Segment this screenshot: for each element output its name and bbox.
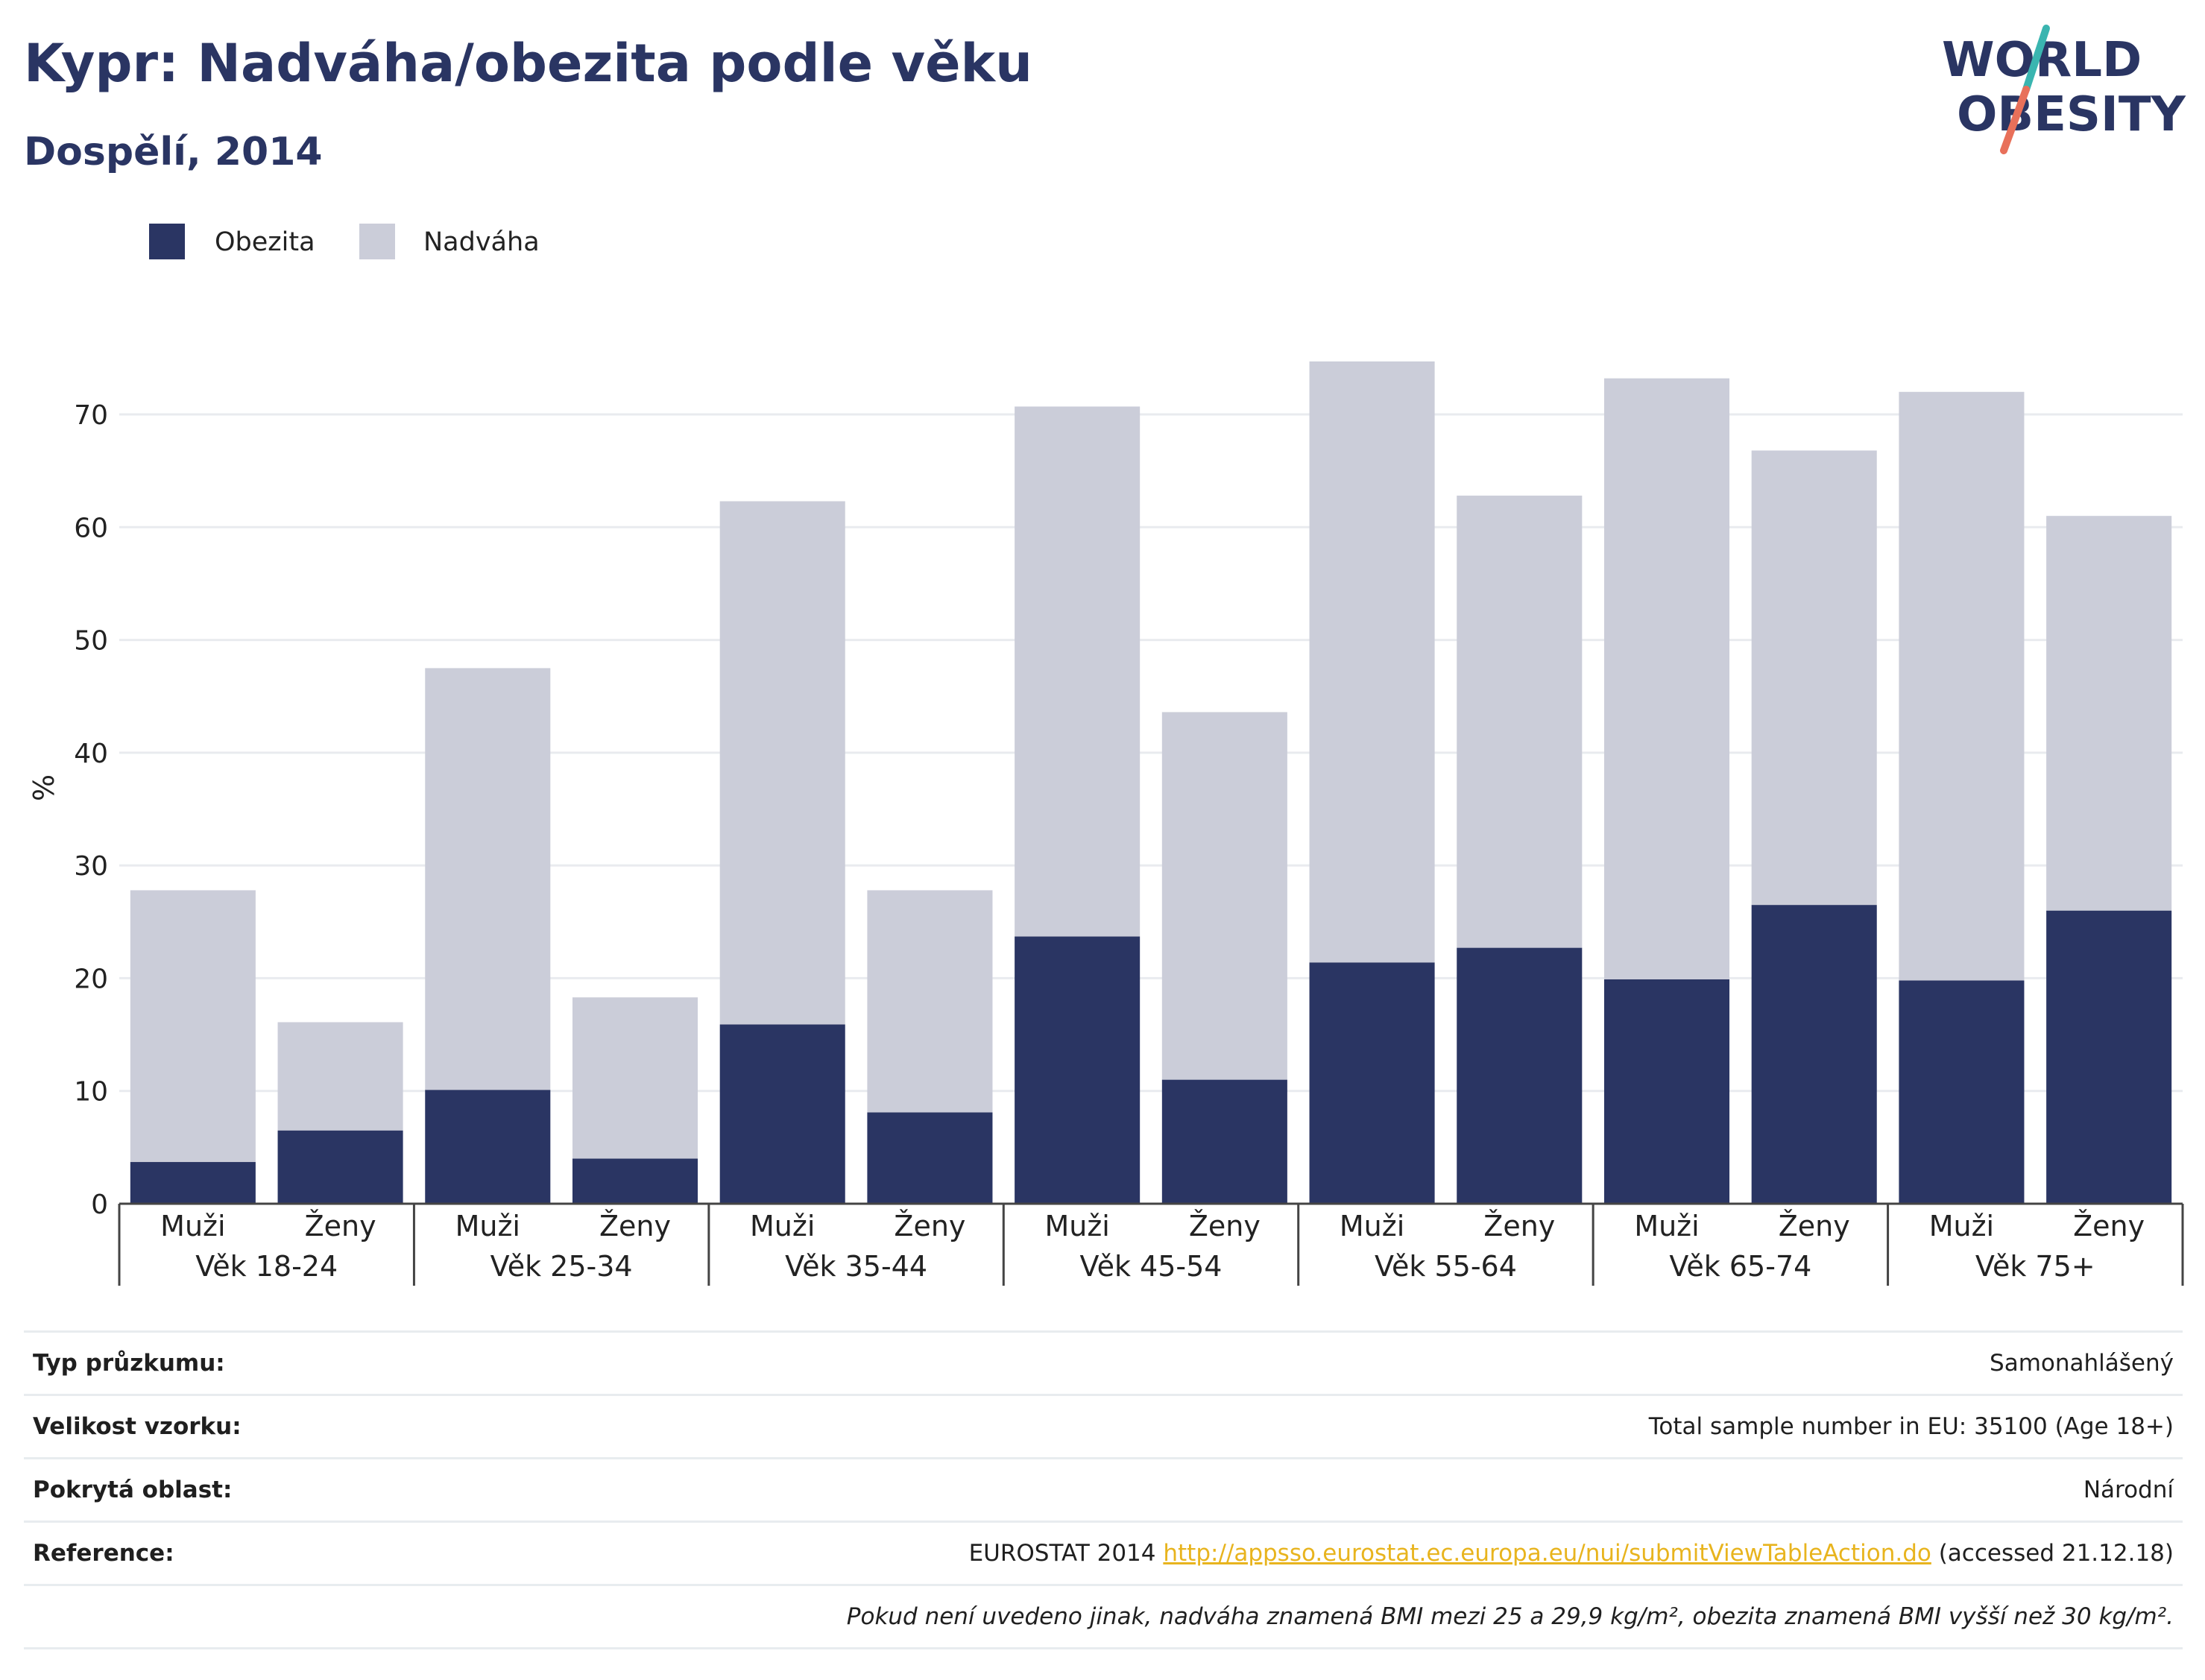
x-group-label: Věk 55-64 [1375,1250,1517,1283]
y-tick-label: 10 [74,1077,108,1108]
chart-title: Kypr: Nadváha/obezita podle věku [24,33,1032,94]
x-group-label: Věk 75+ [1975,1250,2095,1283]
bar-nadvaha [1751,450,1877,906]
x-tick-label: Ženy [599,1210,671,1242]
bar-obezita [2046,910,2172,1204]
bar-chart: Obezita Nadváha 0 10 20 30 40 50 60 70 % Muži Že… [28,224,2184,1286]
bar-obezita [1457,947,1583,1204]
x-tick-label: Muži [750,1210,815,1242]
y-tick-label: 0 [91,1190,108,1220]
info-value: Národní [361,1457,2183,1522]
bar-nadvaha [1015,406,1141,937]
x-group-label: Věk 65-74 [1669,1250,1811,1283]
y-tick-label: 40 [74,739,108,769]
x-tick-label: Ženy [1189,1210,1261,1242]
bar-obezita [1309,962,1435,1204]
info-label: Typ průzkumu: [24,1330,362,1395]
legend-swatch-obezita [149,224,185,259]
x-tick-label: Muži [455,1210,520,1242]
x-tick-label: Muži [1044,1210,1109,1242]
bar-nadvaha [425,668,551,1090]
bars [130,361,2172,1204]
bar-nadvaha [130,890,256,1163]
x-axis: Muži Ženy Muži Ženy Muži Ženy Muži Ženy Muži Ženy… [118,1202,2184,1286]
y-tick-label: 70 [74,400,108,431]
x-tick-label: Muži [1634,1210,1699,1242]
legend-swatch-nadvaha [359,224,395,259]
x-tick-label: Ženy [894,1210,965,1242]
info-row-note: Pokud není uvedeno jinak, nadváha znamen… [24,1584,2183,1649]
logo-slash-coral [2000,86,2030,154]
info-row-sample-size: Velikost vzorku: Total sample number in … [24,1394,2183,1459]
x-tick-label: Ženy [1483,1210,1555,1242]
bar-nadvaha [277,1022,403,1131]
x-tick-label: Muži [1929,1210,1994,1242]
info-label: Velikost vzorku: [24,1394,362,1459]
footnote: Pokud není uvedeno jinak, nadváha znamen… [24,1584,2183,1649]
bar-nadvaha [1899,391,2025,981]
info-value: Samonahlášený [361,1330,2183,1395]
y-tick-label: 50 [74,626,108,657]
logo-line-2: OBESITY [1957,87,2186,142]
bar-obezita [130,1162,256,1204]
info-row-coverage: Pokrytá oblast: Národní [24,1457,2183,1522]
x-group-label: Věk 45-54 [1080,1250,1223,1283]
x-tick-label: Ženy [1779,1210,1850,1242]
x-tick-label: Muži [1340,1210,1404,1242]
bar-obezita [1161,1079,1287,1204]
reference-prefix: EUROSTAT 2014 [968,1540,1164,1567]
bar-obezita [867,1112,993,1204]
info-label: Reference: [24,1520,362,1585]
bar-obezita [1603,979,1730,1204]
bar-nadvaha [572,997,698,1159]
y-axis-ticks: 0 10 20 30 40 50 60 70 [74,400,108,1220]
reference-suffix: (accessed 21.12.18) [1931,1540,2174,1567]
info-row-reference: Reference: EUROSTAT 2014 http://appsso.e… [24,1520,2183,1585]
y-tick-label: 30 [74,851,108,882]
info-value: EUROSTAT 2014 http://appsso.eurostat.ec.… [361,1520,2183,1585]
info-label: Pokrytá oblast: [24,1457,362,1522]
y-tick-label: 20 [74,964,108,994]
bar-obezita [1015,936,1141,1204]
bar-nadvaha [1603,378,1730,979]
chart-subtitle: Dospělí, 2014 [24,130,323,174]
bar-obezita [1899,980,2025,1204]
logo-slash-teal [2022,25,2050,93]
bar-nadvaha [2046,516,2172,911]
bar-obezita [425,1090,551,1204]
bar-nadvaha [719,501,845,1025]
x-group-label: Věk 25-34 [490,1250,633,1283]
legend-label-obezita: Obezita [215,227,315,257]
y-axis-label: % [28,774,60,801]
info-row-survey-type: Typ průzkumu: Samonahlášený [24,1330,2183,1395]
legend-label-nadvaha: Nadváha [423,227,540,257]
bar-obezita [277,1130,403,1204]
x-group-label: Věk 35-44 [785,1250,927,1283]
x-tick-label: Ženy [305,1210,376,1242]
y-tick-label: 60 [74,513,108,543]
bar-nadvaha [1457,495,1583,948]
reference-link[interactable]: http://appsso.eurostat.ec.europa.eu/nui/… [1163,1540,1931,1567]
bar-obezita [1751,905,1877,1204]
bar-nadvaha [1309,361,1435,963]
x-tick-label: Muži [160,1210,225,1242]
bar-nadvaha [1161,712,1287,1080]
x-tick-label: Ženy [2073,1210,2145,1242]
bar-obezita [719,1024,845,1204]
info-table: Typ průzkumu: Samonahlášený Velikost vzo… [24,1330,2183,1649]
x-group-label: Věk 18-24 [195,1250,338,1283]
info-value: Total sample number in EU: 35100 (Age 18… [361,1394,2183,1459]
bar-obezita [572,1158,698,1204]
legend: Obezita Nadváha [149,224,540,259]
world-obesity-logo: WORLD OBESITY [1942,25,2186,154]
bar-nadvaha [867,890,993,1113]
